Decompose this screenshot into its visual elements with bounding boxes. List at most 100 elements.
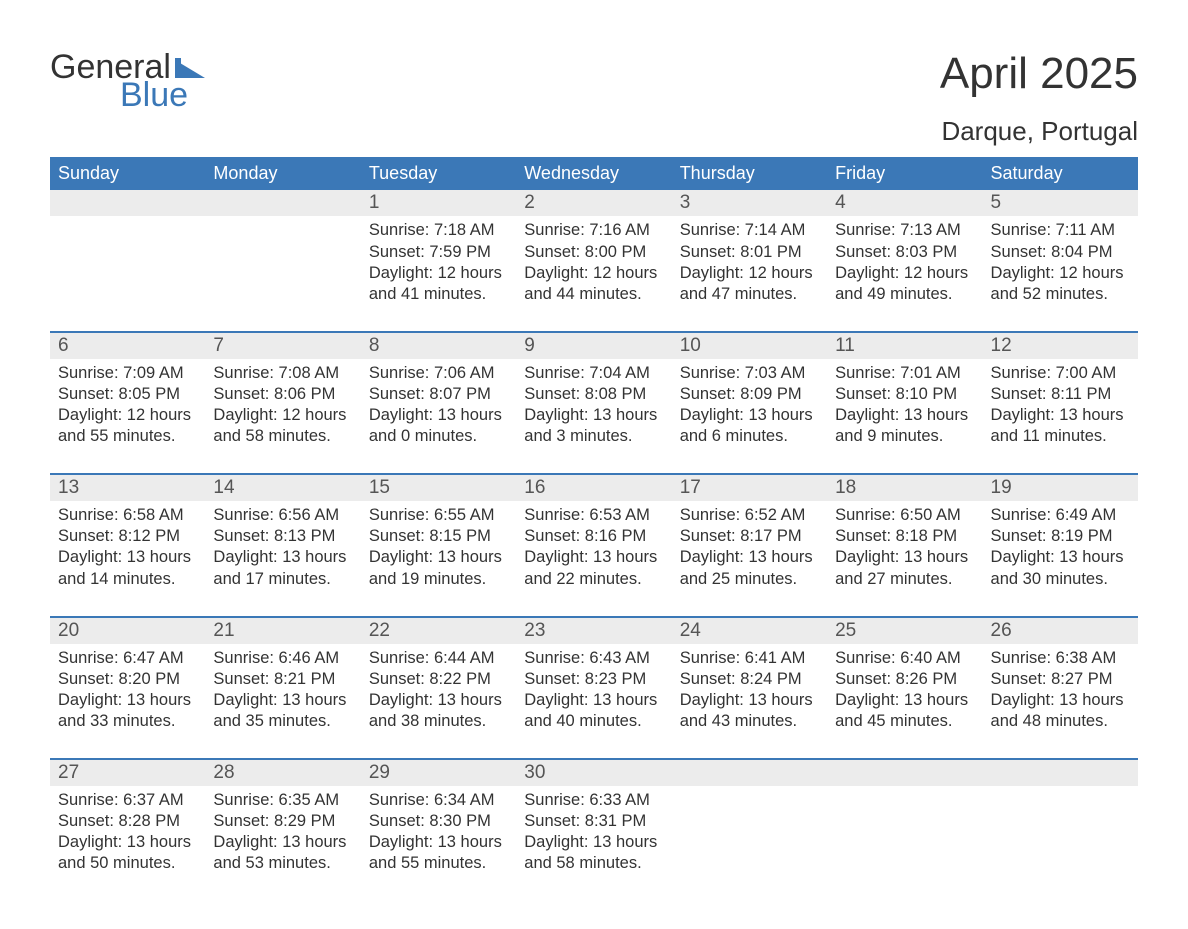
week-body: Sunrise: 7:18 AMSunset: 7:59 PMDaylight:… bbox=[50, 216, 1138, 318]
day-number: 5 bbox=[991, 190, 1130, 216]
day-number bbox=[213, 190, 352, 214]
day-data: Sunrise: 7:14 AMSunset: 8:01 PMDaylight:… bbox=[680, 216, 819, 304]
day-cell-head: 26 bbox=[983, 618, 1138, 644]
day-data: Sunrise: 6:33 AMSunset: 8:31 PMDaylight:… bbox=[524, 786, 663, 874]
page: General Blue April 2025 Darque, Portugal… bbox=[0, 0, 1188, 929]
day-number: 24 bbox=[680, 618, 819, 644]
day-cell-head: 23 bbox=[516, 618, 671, 644]
header: General Blue April 2025 Darque, Portugal bbox=[50, 50, 1138, 147]
week-body: Sunrise: 6:58 AMSunset: 8:12 PMDaylight:… bbox=[50, 501, 1138, 603]
day-number: 29 bbox=[369, 760, 508, 786]
day-number: 26 bbox=[991, 618, 1130, 644]
day-cell-head bbox=[672, 760, 827, 786]
day-cell: Sunrise: 7:00 AMSunset: 8:11 PMDaylight:… bbox=[983, 359, 1138, 461]
day-data: Sunrise: 6:40 AMSunset: 8:26 PMDaylight:… bbox=[835, 644, 974, 732]
day-cell-head: 8 bbox=[361, 333, 516, 359]
day-number: 10 bbox=[680, 333, 819, 359]
day-cell: Sunrise: 6:50 AMSunset: 8:18 PMDaylight:… bbox=[827, 501, 982, 603]
day-number: 7 bbox=[213, 333, 352, 359]
day-number: 16 bbox=[524, 475, 663, 501]
day-cell-head: 28 bbox=[205, 760, 360, 786]
day-cell: Sunrise: 7:11 AMSunset: 8:04 PMDaylight:… bbox=[983, 216, 1138, 318]
day-cell: Sunrise: 6:33 AMSunset: 8:31 PMDaylight:… bbox=[516, 786, 671, 888]
dow-thursday: Thursday bbox=[672, 157, 827, 190]
day-cell-head: 5 bbox=[983, 190, 1138, 216]
day-cell: Sunrise: 7:04 AMSunset: 8:08 PMDaylight:… bbox=[516, 359, 671, 461]
day-number: 30 bbox=[524, 760, 663, 786]
day-cell: Sunrise: 6:43 AMSunset: 8:23 PMDaylight:… bbox=[516, 644, 671, 746]
day-cell: Sunrise: 7:09 AMSunset: 8:05 PMDaylight:… bbox=[50, 359, 205, 461]
day-number bbox=[58, 190, 197, 214]
day-number: 15 bbox=[369, 475, 508, 501]
day-cell-head: 29 bbox=[361, 760, 516, 786]
day-cell: Sunrise: 7:13 AMSunset: 8:03 PMDaylight:… bbox=[827, 216, 982, 318]
dow-sunday: Sunday bbox=[50, 157, 205, 190]
day-data: Sunrise: 7:00 AMSunset: 8:11 PMDaylight:… bbox=[991, 359, 1130, 447]
daynum-band: 13141516171819 bbox=[50, 475, 1138, 501]
dow-tuesday: Tuesday bbox=[361, 157, 516, 190]
day-number: 22 bbox=[369, 618, 508, 644]
day-cell: Sunrise: 7:06 AMSunset: 8:07 PMDaylight:… bbox=[361, 359, 516, 461]
day-cell: Sunrise: 6:34 AMSunset: 8:30 PMDaylight:… bbox=[361, 786, 516, 888]
day-cell bbox=[672, 786, 827, 888]
day-data: Sunrise: 7:09 AMSunset: 8:05 PMDaylight:… bbox=[58, 359, 197, 447]
day-cell-head: 15 bbox=[361, 475, 516, 501]
day-cell: Sunrise: 7:01 AMSunset: 8:10 PMDaylight:… bbox=[827, 359, 982, 461]
day-data: Sunrise: 7:18 AMSunset: 7:59 PMDaylight:… bbox=[369, 216, 508, 304]
day-number: 4 bbox=[835, 190, 974, 216]
day-number: 17 bbox=[680, 475, 819, 501]
day-cell: Sunrise: 7:08 AMSunset: 8:06 PMDaylight:… bbox=[205, 359, 360, 461]
day-cell-head: 25 bbox=[827, 618, 982, 644]
day-number bbox=[835, 760, 974, 784]
day-cell-head: 17 bbox=[672, 475, 827, 501]
day-data: Sunrise: 7:06 AMSunset: 8:07 PMDaylight:… bbox=[369, 359, 508, 447]
week-body: Sunrise: 6:37 AMSunset: 8:28 PMDaylight:… bbox=[50, 786, 1138, 888]
day-data: Sunrise: 6:38 AMSunset: 8:27 PMDaylight:… bbox=[991, 644, 1130, 732]
day-data: Sunrise: 6:55 AMSunset: 8:15 PMDaylight:… bbox=[369, 501, 508, 589]
day-number: 25 bbox=[835, 618, 974, 644]
logo-text-blue: Blue bbox=[120, 78, 188, 112]
day-cell: Sunrise: 6:44 AMSunset: 8:22 PMDaylight:… bbox=[361, 644, 516, 746]
day-data: Sunrise: 7:04 AMSunset: 8:08 PMDaylight:… bbox=[524, 359, 663, 447]
day-data: Sunrise: 7:11 AMSunset: 8:04 PMDaylight:… bbox=[991, 216, 1130, 304]
day-cell-head: 16 bbox=[516, 475, 671, 501]
calendar: Sunday Monday Tuesday Wednesday Thursday… bbox=[50, 157, 1138, 888]
day-data: Sunrise: 6:47 AMSunset: 8:20 PMDaylight:… bbox=[58, 644, 197, 732]
day-cell: Sunrise: 6:58 AMSunset: 8:12 PMDaylight:… bbox=[50, 501, 205, 603]
day-data: Sunrise: 6:52 AMSunset: 8:17 PMDaylight:… bbox=[680, 501, 819, 589]
day-data: Sunrise: 6:50 AMSunset: 8:18 PMDaylight:… bbox=[835, 501, 974, 589]
dow-friday: Friday bbox=[827, 157, 982, 190]
day-data: Sunrise: 6:56 AMSunset: 8:13 PMDaylight:… bbox=[213, 501, 352, 589]
day-data: Sunrise: 6:37 AMSunset: 8:28 PMDaylight:… bbox=[58, 786, 197, 874]
title-block: April 2025 Darque, Portugal bbox=[940, 50, 1138, 147]
daynum-band: 12345 bbox=[50, 190, 1138, 216]
day-number: 11 bbox=[835, 333, 974, 359]
day-number: 1 bbox=[369, 190, 508, 216]
logo: General Blue bbox=[50, 50, 209, 112]
day-cell-head: 7 bbox=[205, 333, 360, 359]
daynum-band: 6789101112 bbox=[50, 333, 1138, 359]
day-number: 9 bbox=[524, 333, 663, 359]
dow-monday: Monday bbox=[205, 157, 360, 190]
day-number: 14 bbox=[213, 475, 352, 501]
day-cell: Sunrise: 6:40 AMSunset: 8:26 PMDaylight:… bbox=[827, 644, 982, 746]
day-cell-head: 21 bbox=[205, 618, 360, 644]
day-cell-head: 3 bbox=[672, 190, 827, 216]
day-number: 6 bbox=[58, 333, 197, 359]
day-cell bbox=[50, 216, 205, 318]
day-data: Sunrise: 6:49 AMSunset: 8:19 PMDaylight:… bbox=[991, 501, 1130, 589]
day-cell-head: 11 bbox=[827, 333, 982, 359]
week-body: Sunrise: 7:09 AMSunset: 8:05 PMDaylight:… bbox=[50, 359, 1138, 461]
day-number: 21 bbox=[213, 618, 352, 644]
day-cell-head: 2 bbox=[516, 190, 671, 216]
day-of-week-header: Sunday Monday Tuesday Wednesday Thursday… bbox=[50, 157, 1138, 190]
day-cell-head: 19 bbox=[983, 475, 1138, 501]
day-cell: Sunrise: 6:53 AMSunset: 8:16 PMDaylight:… bbox=[516, 501, 671, 603]
day-cell-head: 24 bbox=[672, 618, 827, 644]
day-cell: Sunrise: 6:47 AMSunset: 8:20 PMDaylight:… bbox=[50, 644, 205, 746]
day-data: Sunrise: 6:46 AMSunset: 8:21 PMDaylight:… bbox=[213, 644, 352, 732]
day-cell-head bbox=[983, 760, 1138, 786]
day-number: 3 bbox=[680, 190, 819, 216]
day-cell: Sunrise: 7:14 AMSunset: 8:01 PMDaylight:… bbox=[672, 216, 827, 318]
day-cell-head bbox=[827, 760, 982, 786]
